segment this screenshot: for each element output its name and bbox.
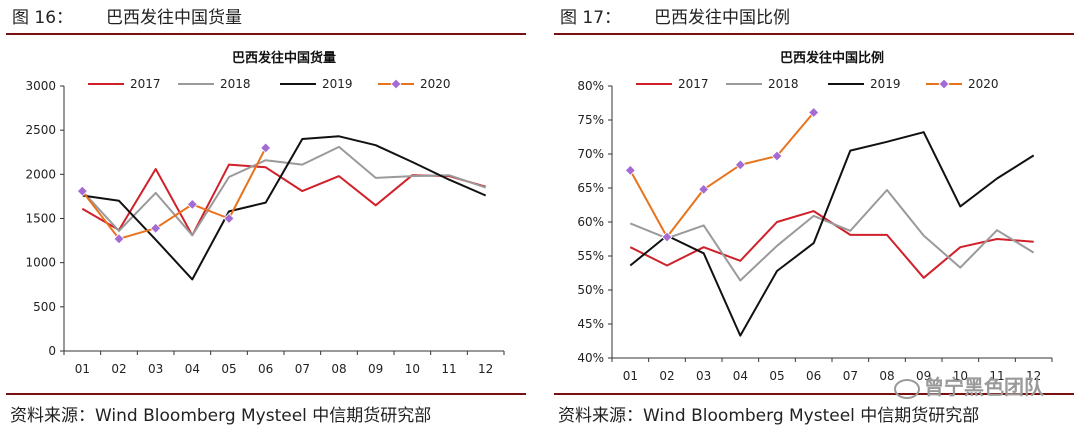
- footer-divider: [554, 393, 1074, 395]
- series-line-2017: [629, 210, 1034, 279]
- x-tick-label: 04: [185, 362, 200, 376]
- x-tick-label: 07: [843, 369, 858, 383]
- watermark-text: 曾宁黑色团队: [924, 375, 1044, 399]
- y-tick-label: 2500: [25, 123, 56, 137]
- header-divider: [6, 33, 526, 35]
- x-tick-label: 11: [441, 362, 456, 376]
- x-tick-label: 07: [295, 362, 310, 376]
- figure-header: 图 17： 巴西发往中国比例: [554, 4, 1074, 32]
- figure-label: 图 16：: [12, 8, 74, 28]
- series-line-2020: [81, 147, 267, 240]
- x-tick-label: 04: [733, 369, 748, 383]
- ratio-line-chart: 巴西发往中国比例 40% 45% 50% 55% 60% 65% 70% 75% 80% 01 02 0…: [577, 50, 1053, 383]
- legend-label: 2017: [130, 77, 161, 91]
- x-tick-label: 12: [478, 362, 493, 376]
- legend-label: 2019: [322, 77, 353, 91]
- y-tick-label: 75%: [577, 113, 604, 127]
- legend-label: 2018: [220, 77, 251, 91]
- header-divider: [554, 33, 1074, 35]
- data-point-2020: [698, 183, 710, 195]
- y-tick-label: 500: [33, 300, 56, 314]
- chart-title: 巴西发往中国货量: [232, 50, 336, 66]
- y-tick-label: 3000: [25, 79, 56, 93]
- y-tick-label: 65%: [577, 181, 604, 195]
- data-point-2020: [150, 222, 162, 234]
- watermark: 曾宁黑色团队: [894, 371, 1044, 400]
- x-tick-label: 02: [111, 362, 126, 376]
- legend-label: 2017: [678, 77, 709, 91]
- data-point-2020: [661, 231, 673, 243]
- x-tick-label: 01: [623, 369, 638, 383]
- data-point-2020: [223, 212, 235, 225]
- data-point-2020: [808, 107, 820, 119]
- y-tick-label: 1500: [25, 212, 56, 226]
- x-tick-label: 10: [953, 369, 968, 383]
- chat-bubble-icon: [894, 378, 920, 399]
- legend-label: 2020: [420, 77, 451, 91]
- legend-label: 2018: [768, 77, 799, 91]
- y-tick-label: 80%: [577, 79, 604, 93]
- y-tick-label: 1000: [25, 256, 56, 270]
- x-tick-label: 06: [806, 369, 821, 383]
- data-point-2020: [260, 142, 272, 154]
- x-tick-label: 08: [879, 369, 894, 383]
- data-point-2020: [76, 185, 88, 197]
- footer-divider: [6, 393, 526, 395]
- data-point-2020: [771, 150, 783, 162]
- source-note: 资料来源：Wind Bloomberg Mysteel 中信期货研究部: [10, 406, 432, 426]
- series-line-2019: [629, 131, 1035, 337]
- x-tick-label: 06: [258, 362, 273, 376]
- x-tick-label: 03: [696, 369, 711, 383]
- series-line-2019: [82, 135, 487, 281]
- x-tick-label: 03: [148, 362, 163, 376]
- x-tick-label: 05: [769, 369, 784, 383]
- figure-17-panel: 图 17： 巴西发往中国比例 巴西发往中国比例 40% 45% 50% 55% 60% 65…: [548, 0, 1080, 436]
- y-tick-label: 50%: [577, 283, 604, 297]
- legend-marker: [938, 78, 950, 90]
- volume-line-chart: 巴西发往中国货量 0 500 1000 1500 2000 2500 3000 01 02 03 04…: [25, 50, 505, 376]
- series-line-2018: [629, 189, 1035, 282]
- x-tick-label: 09: [916, 369, 931, 383]
- x-tick-label: 10: [405, 362, 420, 376]
- y-tick-label: 2000: [25, 167, 56, 181]
- y-tick-label: 55%: [577, 249, 604, 263]
- figure-header: 图 16： 巴西发往中国货量: [6, 4, 526, 32]
- data-point-2020: [624, 164, 636, 176]
- figure-label: 图 17：: [560, 8, 622, 28]
- series-line-2018: [81, 145, 487, 237]
- data-point-2020: [113, 233, 125, 245]
- source-note: 资料来源：Wind Bloomberg Mysteel 中信期货研究部: [558, 406, 980, 426]
- figure-16-panel: 图 16： 巴西发往中国货量 巴西发往中国货量 0 500 1000 1500 2000 2…: [0, 0, 532, 436]
- y-tick-label: 60%: [577, 215, 604, 229]
- y-tick-label: 40%: [577, 351, 604, 365]
- legend-marker: [390, 78, 402, 90]
- y-tick-label: 45%: [577, 317, 604, 331]
- x-tick-label: 05: [221, 362, 236, 376]
- legend-label: 2019: [870, 77, 901, 91]
- x-tick-label: 09: [368, 362, 383, 376]
- series-line-2020: [629, 111, 815, 238]
- legend-label: 2020: [968, 77, 999, 91]
- figure-title: 巴西发往中国比例: [654, 8, 790, 28]
- x-tick-label: 02: [659, 369, 674, 383]
- x-tick-label: 01: [75, 362, 90, 376]
- x-tick-label: 12: [1026, 369, 1041, 383]
- y-tick-label: 0: [48, 344, 56, 358]
- chart-title: 巴西发往中国比例: [780, 50, 884, 66]
- x-tick-label: 11: [989, 369, 1004, 383]
- data-point-2020: [734, 159, 746, 171]
- x-tick-label: 08: [331, 362, 346, 376]
- data-point-2020: [186, 198, 198, 210]
- y-tick-label: 70%: [577, 147, 604, 161]
- figure-title: 巴西发往中国货量: [106, 8, 242, 28]
